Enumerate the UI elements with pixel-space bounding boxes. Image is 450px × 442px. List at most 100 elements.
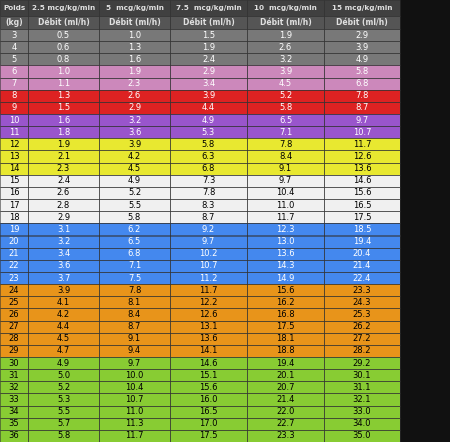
Bar bbox=[0, 430, 28, 442]
Bar bbox=[0, 114, 28, 126]
Bar bbox=[170, 223, 247, 236]
Text: 3.7: 3.7 bbox=[57, 274, 70, 282]
Text: 5  mcg/kg/min: 5 mcg/kg/min bbox=[105, 5, 163, 11]
Bar bbox=[324, 393, 400, 406]
Text: 33.0: 33.0 bbox=[353, 407, 371, 416]
Bar bbox=[99, 333, 170, 345]
Text: Débit (ml/h): Débit (ml/h) bbox=[183, 18, 234, 27]
Bar bbox=[170, 41, 247, 53]
Bar bbox=[0, 393, 28, 406]
Text: 9.4: 9.4 bbox=[128, 347, 141, 355]
Bar bbox=[170, 333, 247, 345]
Bar bbox=[0, 199, 28, 211]
Bar bbox=[99, 406, 170, 418]
Bar bbox=[0, 90, 28, 102]
Bar bbox=[170, 53, 247, 65]
Bar bbox=[170, 211, 247, 223]
Text: 6: 6 bbox=[11, 67, 17, 76]
Text: 2.6: 2.6 bbox=[57, 188, 70, 198]
Bar bbox=[324, 381, 400, 393]
Text: 31: 31 bbox=[9, 371, 19, 380]
Bar bbox=[170, 309, 247, 320]
Bar bbox=[99, 126, 170, 138]
Bar bbox=[247, 211, 324, 223]
Text: 5.7: 5.7 bbox=[57, 419, 70, 428]
Bar bbox=[324, 236, 400, 248]
Bar bbox=[324, 0, 400, 16]
Bar bbox=[0, 248, 28, 260]
Bar bbox=[99, 406, 170, 418]
Bar bbox=[99, 345, 170, 357]
Bar bbox=[0, 369, 28, 381]
Bar bbox=[28, 284, 99, 296]
Bar bbox=[170, 418, 247, 430]
Bar bbox=[0, 260, 28, 272]
Text: 1.9: 1.9 bbox=[57, 140, 70, 149]
Text: 1.9: 1.9 bbox=[279, 30, 292, 40]
Text: 22.0: 22.0 bbox=[276, 407, 295, 416]
Text: 0.5: 0.5 bbox=[57, 30, 70, 40]
Bar bbox=[170, 41, 247, 53]
Bar bbox=[0, 357, 28, 369]
Bar bbox=[324, 381, 400, 393]
Bar bbox=[0, 430, 28, 442]
Text: 4.5: 4.5 bbox=[279, 79, 292, 88]
Bar bbox=[170, 187, 247, 199]
Bar bbox=[28, 41, 99, 53]
Bar bbox=[28, 126, 99, 138]
Bar bbox=[99, 260, 170, 272]
Bar bbox=[28, 187, 99, 199]
Bar bbox=[247, 333, 324, 345]
Bar bbox=[0, 223, 28, 236]
Bar bbox=[0, 163, 28, 175]
Text: 9.7: 9.7 bbox=[202, 237, 215, 246]
Bar bbox=[0, 309, 28, 320]
Text: 24.3: 24.3 bbox=[353, 298, 371, 307]
Bar bbox=[28, 90, 99, 102]
Text: 2.8: 2.8 bbox=[57, 201, 70, 210]
Bar bbox=[170, 284, 247, 296]
Bar bbox=[170, 211, 247, 223]
Bar bbox=[99, 272, 170, 284]
Bar bbox=[99, 369, 170, 381]
Bar bbox=[28, 320, 99, 333]
Bar bbox=[28, 260, 99, 272]
Bar bbox=[0, 381, 28, 393]
Bar bbox=[324, 29, 400, 41]
Bar bbox=[247, 114, 324, 126]
Bar bbox=[324, 406, 400, 418]
Bar bbox=[170, 393, 247, 406]
Text: 11.7: 11.7 bbox=[199, 286, 218, 295]
Bar bbox=[28, 393, 99, 406]
Bar bbox=[324, 90, 400, 102]
Text: 27: 27 bbox=[9, 322, 19, 331]
Bar bbox=[99, 53, 170, 65]
Bar bbox=[28, 236, 99, 248]
Bar bbox=[170, 199, 247, 211]
Text: 2.9: 2.9 bbox=[202, 67, 215, 76]
Text: 21.4: 21.4 bbox=[276, 395, 295, 404]
Text: 28: 28 bbox=[9, 334, 19, 343]
Bar bbox=[28, 211, 99, 223]
Bar bbox=[28, 406, 99, 418]
Bar bbox=[28, 223, 99, 236]
Bar bbox=[324, 430, 400, 442]
Bar bbox=[170, 90, 247, 102]
Bar bbox=[324, 260, 400, 272]
Bar bbox=[28, 102, 99, 114]
Bar bbox=[0, 296, 28, 309]
Text: 23.3: 23.3 bbox=[276, 431, 295, 440]
Text: 3.4: 3.4 bbox=[57, 249, 70, 258]
Bar bbox=[247, 150, 324, 163]
Bar bbox=[28, 248, 99, 260]
Text: 7.5: 7.5 bbox=[128, 274, 141, 282]
Text: 16.2: 16.2 bbox=[276, 298, 295, 307]
Bar bbox=[170, 223, 247, 236]
Text: 4.9: 4.9 bbox=[57, 358, 70, 368]
Bar bbox=[170, 53, 247, 65]
Text: 14.3: 14.3 bbox=[276, 261, 295, 271]
Bar bbox=[324, 430, 400, 442]
Bar bbox=[324, 357, 400, 369]
Bar bbox=[247, 29, 324, 41]
Bar bbox=[324, 199, 400, 211]
